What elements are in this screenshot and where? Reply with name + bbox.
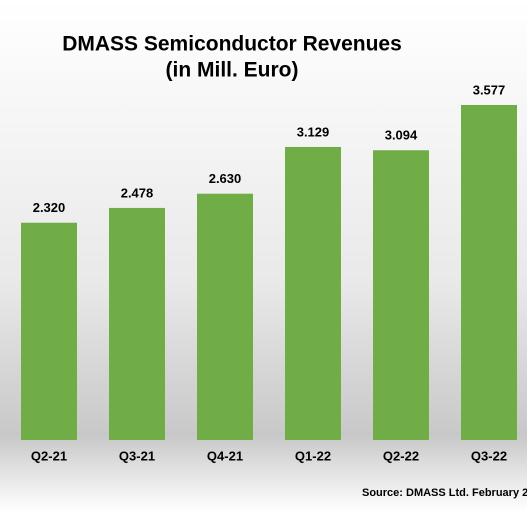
bar [109, 207, 165, 440]
x-tick-label: Q2-21 [31, 448, 67, 463]
chart-subtitle: (in Mill. Euro) [166, 59, 299, 82]
value-label: 2.478 [121, 185, 154, 200]
bar [285, 146, 341, 440]
bar [461, 105, 517, 440]
bar [373, 150, 429, 440]
value-label: 3.129 [297, 124, 330, 139]
x-tick-label: Q3-21 [119, 448, 155, 463]
x-tick-label: Q3-22 [471, 448, 507, 463]
x-tick-label: Q1-22 [295, 448, 331, 463]
value-label: 3.577 [473, 82, 506, 97]
bar [21, 222, 77, 440]
value-label: 2.320 [33, 200, 66, 215]
bar [197, 193, 253, 440]
chart-title: DMASS Semiconductor Revenues [62, 33, 402, 56]
x-tick-label: Q4-21 [207, 448, 243, 463]
value-label: 3.094 [385, 128, 418, 143]
x-tick-label: Q2-22 [383, 448, 419, 463]
source-note: Source: DMASS Ltd. February 20 [362, 487, 527, 499]
value-label: 2.630 [209, 171, 242, 186]
